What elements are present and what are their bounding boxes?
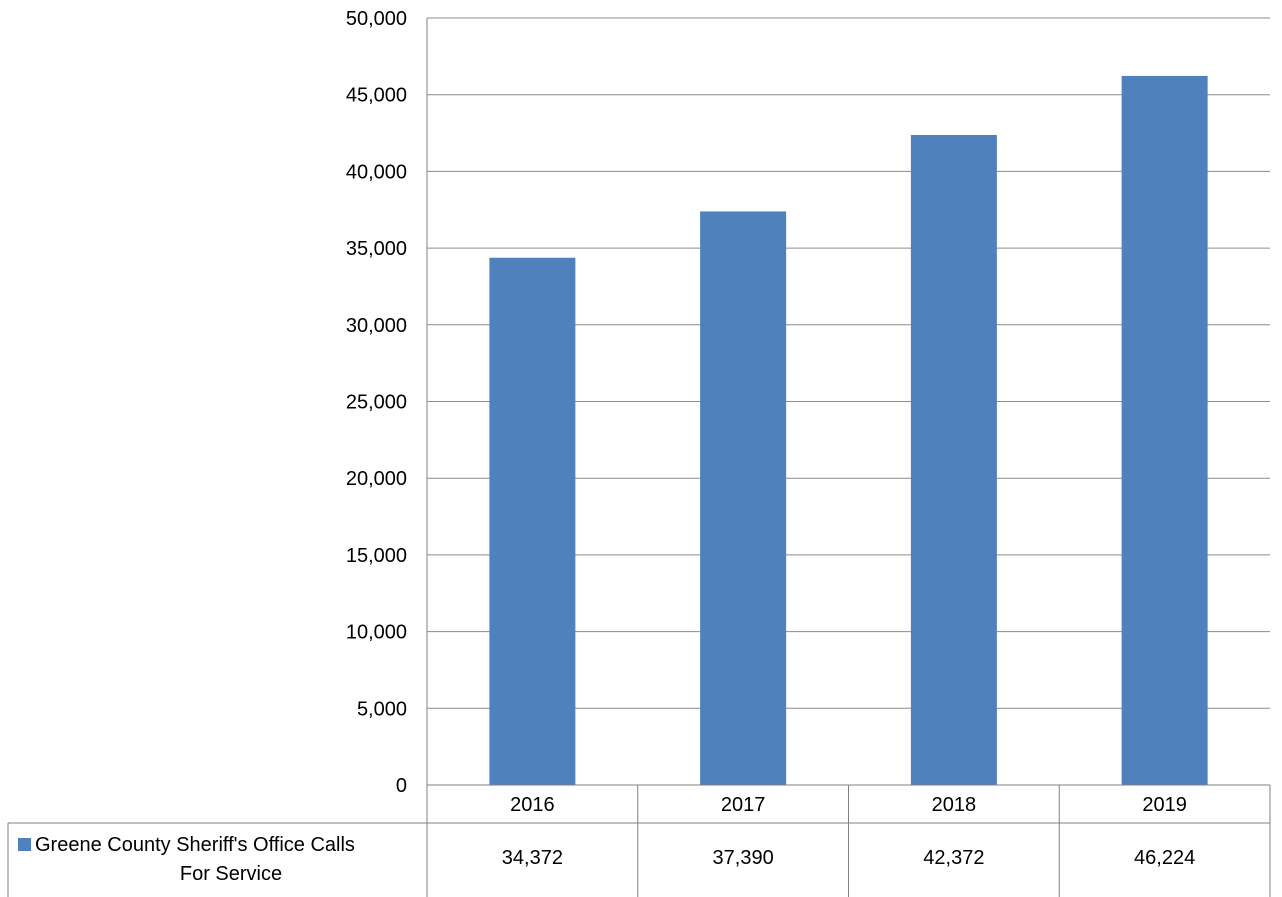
y-tick-label: 5,000 <box>357 698 407 720</box>
x-tick-label: 2019 <box>1142 794 1187 816</box>
y-tick-label: 40,000 <box>346 161 407 183</box>
bar-2017 <box>700 211 787 786</box>
bar-2019 <box>1121 75 1208 786</box>
legend-swatch <box>18 838 31 851</box>
y-tick-label: 25,000 <box>346 392 407 414</box>
x-tick-label: 2016 <box>510 794 555 816</box>
y-tick-label: 45,000 <box>346 85 407 107</box>
data-table-value: 46,224 <box>1134 847 1195 869</box>
y-tick-label: 35,000 <box>346 238 407 260</box>
y-tick-label: 15,000 <box>346 545 407 567</box>
data-table-value: 37,390 <box>713 847 774 869</box>
y-tick-label: 10,000 <box>346 622 407 644</box>
y-tick-label: 50,000 <box>346 8 407 30</box>
legend-label-line-1: Greene County Sheriff's Office Calls <box>35 834 355 856</box>
data-table-value: 34,372 <box>502 847 563 869</box>
bar-2016 <box>489 257 576 785</box>
y-tick-label: 30,000 <box>346 315 407 337</box>
legend-label-line-2: For Service <box>180 863 282 885</box>
data-table-value: 42,372 <box>923 847 984 869</box>
y-tick-label: 0 <box>396 775 407 797</box>
x-tick-label: 2017 <box>721 794 766 816</box>
bars <box>489 75 1208 786</box>
x-tick-label: 2018 <box>932 794 977 816</box>
y-axis-tick-labels: 0 5,000 10,000 15,000 20,000 25,000 30,000 35,0… <box>346 8 407 797</box>
bar-2018 <box>910 135 997 785</box>
y-tick-label: 20,000 <box>346 468 407 490</box>
data-table: 2016 34,372 2017 37,390 2018 42,372 2019 46,224… <box>7 785 1271 897</box>
